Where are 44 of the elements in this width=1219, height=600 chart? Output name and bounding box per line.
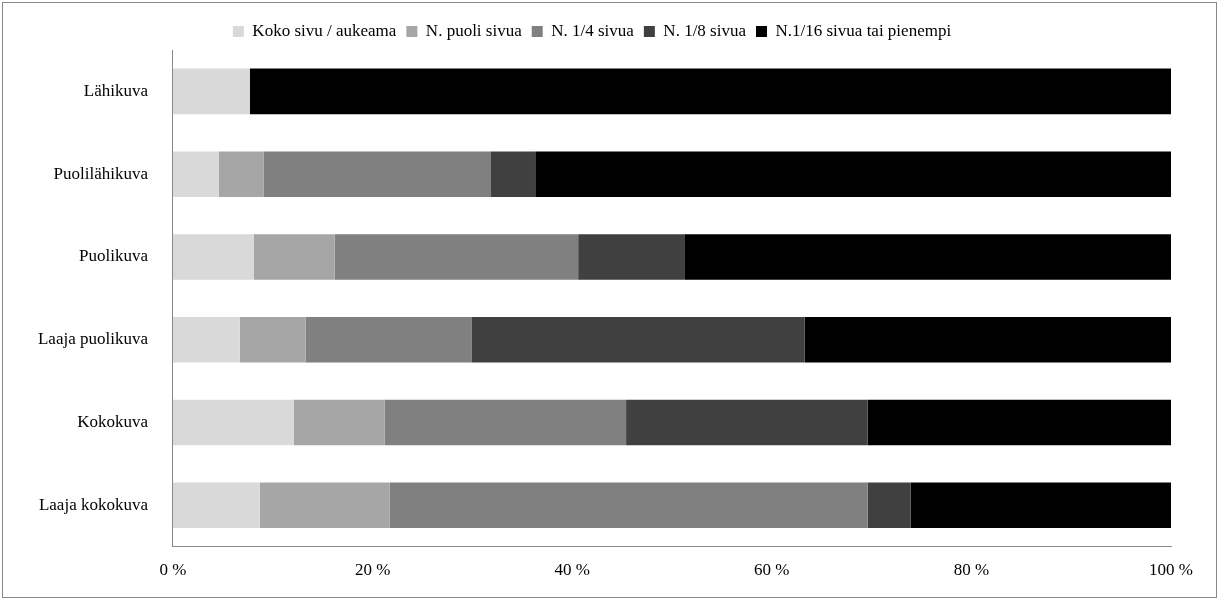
bar xyxy=(249,68,1171,115)
bar xyxy=(239,316,306,363)
bar xyxy=(578,234,685,280)
bar xyxy=(172,482,260,528)
legend-label: N.1/16 sivua tai pienempi xyxy=(775,20,952,40)
bar xyxy=(172,316,240,363)
y-tick-label: Puolikuva xyxy=(79,246,149,266)
bar xyxy=(384,399,627,446)
x-tick-label: 0 % xyxy=(159,560,187,580)
bar xyxy=(259,482,390,528)
bar xyxy=(172,399,294,446)
bar xyxy=(305,316,472,363)
x-tick-label: 40 % xyxy=(554,560,590,580)
legend-label: Koko sivu / aukeama xyxy=(252,20,397,40)
x-tick-label: 20 % xyxy=(354,560,391,580)
bar xyxy=(535,151,1171,197)
bar xyxy=(172,151,219,197)
legend-label: N. 1/8 sivua xyxy=(663,20,747,40)
bar xyxy=(293,399,385,446)
legend-label: N. puoli sivua xyxy=(425,20,523,40)
bar xyxy=(263,151,491,197)
bar xyxy=(172,234,254,280)
bar xyxy=(218,151,264,197)
bar xyxy=(684,234,1171,280)
y-tick-label: Puolilähikuva xyxy=(53,163,149,183)
bar xyxy=(172,68,250,115)
x-tick-label: 80 % xyxy=(953,560,990,580)
bar xyxy=(910,482,1171,528)
x-tick-label: 60 % xyxy=(754,560,790,580)
bar xyxy=(867,482,911,528)
bar xyxy=(389,482,868,528)
bar xyxy=(867,399,1171,446)
bar xyxy=(334,234,579,280)
bar xyxy=(626,399,868,446)
y-tick-label: Laaja kokokuva xyxy=(38,494,149,514)
bar xyxy=(253,234,335,280)
bar xyxy=(471,316,805,363)
x-tick-label: 100 % xyxy=(1149,560,1193,580)
y-tick-label: Kokokuva xyxy=(77,411,149,431)
bar xyxy=(490,151,536,197)
legend-label: N. 1/4 sivua xyxy=(551,20,635,40)
y-tick-label: Lähikuva xyxy=(83,80,149,100)
y-tick-label: Laaja puolikuva xyxy=(37,329,149,349)
bar xyxy=(804,316,1171,363)
